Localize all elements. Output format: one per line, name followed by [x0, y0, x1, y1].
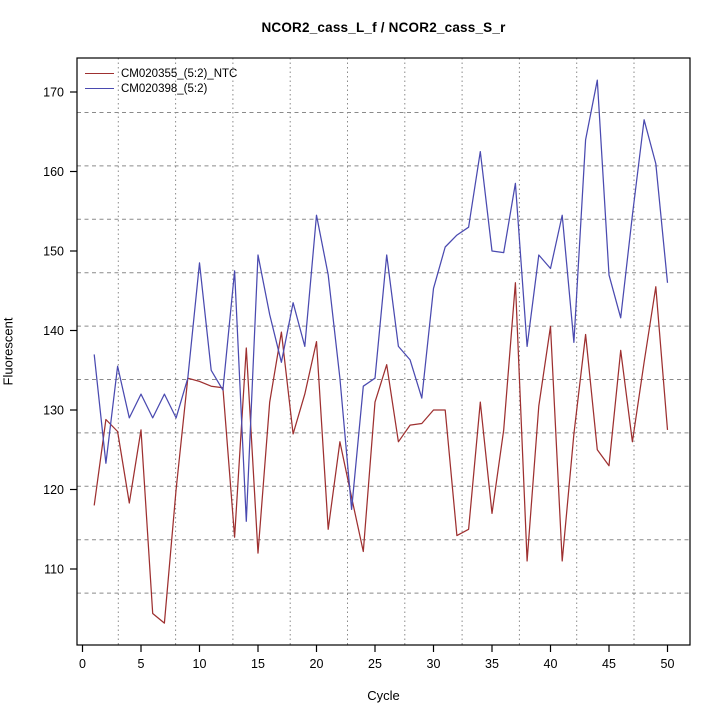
x-tick-label: 5 [138, 657, 145, 671]
x-tick-label: 40 [544, 657, 558, 671]
y-tick-label: 140 [43, 324, 64, 338]
x-tick-label: 10 [193, 657, 207, 671]
x-tick-label: 50 [661, 657, 675, 671]
legend-item-red: CM020355_(5:2)_NTC [85, 66, 237, 81]
x-tick-label: 0 [79, 657, 86, 671]
blue-series-line [93, 79, 669, 522]
y-tick-label: 160 [43, 165, 64, 179]
x-tick-label: 20 [310, 657, 324, 671]
y-tick-label: 150 [43, 245, 64, 259]
x-tick-label: 30 [427, 657, 441, 671]
y-tick-label: 120 [43, 483, 64, 497]
x-tick-label: 25 [368, 657, 382, 671]
legend-label: CM020355_(5:2)_NTC [121, 67, 238, 80]
legend-label: CM020398_(5:2) [121, 82, 208, 95]
red-line-swatch [85, 73, 114, 74]
chart-title: NCOR2_cass_L_f / NCOR2_cass_S_r [261, 20, 506, 35]
x-tick-label: 45 [602, 657, 616, 671]
y-tick-label: 110 [44, 563, 64, 577]
x-tick-label: 35 [485, 657, 499, 671]
y-tick-label: 170 [43, 86, 64, 100]
y-tick-label: 130 [43, 404, 64, 418]
red-series-line [93, 282, 669, 624]
plot-border [76, 57, 691, 646]
x-tick-label: 15 [251, 657, 265, 671]
x-axis-label: Cycle [367, 688, 400, 703]
blue-line-swatch [85, 88, 114, 89]
legend: CM020355_(5:2)_NTC CM020398_(5:2) [85, 66, 237, 96]
legend-item-blue: CM020398_(5:2) [85, 81, 237, 96]
y-axis-label: Fluorescent [0, 317, 16, 386]
